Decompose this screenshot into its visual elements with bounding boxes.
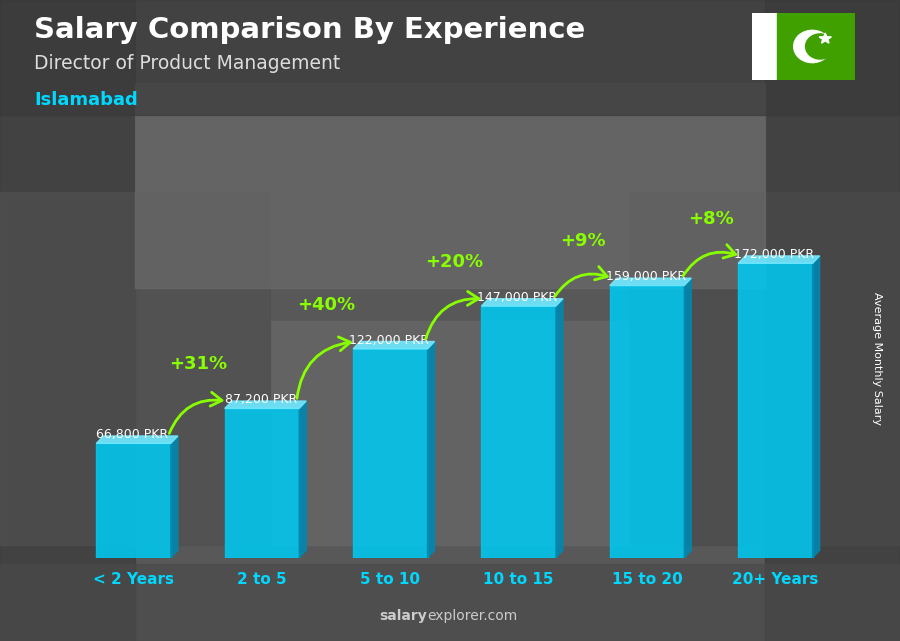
- Polygon shape: [819, 33, 832, 43]
- Polygon shape: [96, 436, 178, 444]
- Text: 66,800 PKR: 66,800 PKR: [96, 428, 168, 441]
- Text: +9%: +9%: [560, 232, 606, 250]
- Bar: [0, 192, 270, 545]
- FancyArrowPatch shape: [169, 392, 222, 433]
- Polygon shape: [225, 401, 306, 408]
- Bar: [0, 0, 135, 641]
- FancyArrowPatch shape: [426, 292, 479, 339]
- FancyArrowPatch shape: [683, 245, 735, 276]
- Polygon shape: [556, 299, 563, 558]
- Text: Director of Product Management: Director of Product Management: [34, 54, 340, 74]
- Text: +20%: +20%: [426, 253, 483, 271]
- Bar: [0, 564, 900, 641]
- Polygon shape: [299, 401, 306, 558]
- Polygon shape: [610, 278, 691, 285]
- Circle shape: [794, 30, 831, 63]
- Polygon shape: [171, 436, 178, 558]
- Polygon shape: [353, 342, 435, 349]
- Polygon shape: [813, 256, 820, 558]
- Bar: [630, 192, 900, 545]
- Text: +8%: +8%: [688, 210, 734, 228]
- Bar: [270, 320, 630, 545]
- FancyArrowPatch shape: [555, 267, 608, 296]
- Bar: [765, 0, 900, 641]
- Polygon shape: [738, 256, 820, 263]
- FancyArrowPatch shape: [297, 337, 350, 398]
- Text: Average Monthly Salary: Average Monthly Salary: [872, 292, 883, 426]
- Text: 147,000 PKR: 147,000 PKR: [477, 291, 557, 304]
- Text: 122,000 PKR: 122,000 PKR: [349, 333, 429, 347]
- Text: salary: salary: [380, 609, 428, 623]
- Text: Salary Comparison By Experience: Salary Comparison By Experience: [34, 16, 586, 44]
- Text: +40%: +40%: [297, 296, 356, 313]
- Polygon shape: [225, 408, 299, 558]
- Polygon shape: [428, 342, 435, 558]
- Text: explorer.com: explorer.com: [428, 609, 518, 623]
- Text: 87,200 PKR: 87,200 PKR: [225, 393, 297, 406]
- Bar: [778, 13, 855, 80]
- Polygon shape: [610, 285, 684, 558]
- Circle shape: [806, 34, 834, 59]
- Polygon shape: [684, 278, 691, 558]
- Polygon shape: [482, 306, 556, 558]
- Bar: [0, 0, 900, 115]
- Polygon shape: [353, 349, 428, 558]
- Polygon shape: [482, 299, 563, 306]
- Text: 172,000 PKR: 172,000 PKR: [734, 248, 814, 261]
- Text: +31%: +31%: [168, 355, 227, 373]
- Polygon shape: [738, 263, 813, 558]
- Text: 159,000 PKR: 159,000 PKR: [606, 270, 686, 283]
- Bar: [752, 13, 778, 80]
- Text: Islamabad: Islamabad: [34, 91, 138, 109]
- Polygon shape: [96, 444, 171, 558]
- Bar: [135, 83, 765, 288]
